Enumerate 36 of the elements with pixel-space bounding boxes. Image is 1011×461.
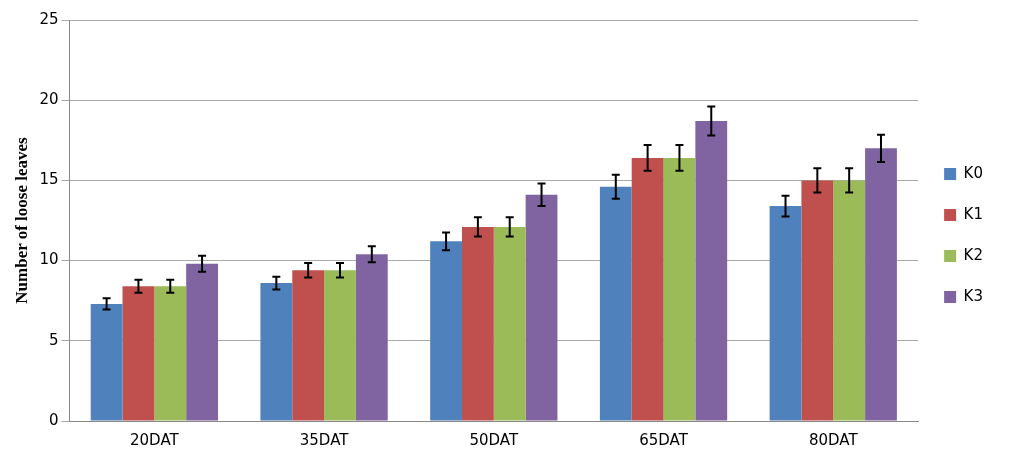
bar xyxy=(695,121,728,421)
bar xyxy=(292,270,325,421)
legend-label: K0 xyxy=(963,163,984,182)
bar xyxy=(90,303,123,421)
bar xyxy=(154,286,187,421)
legend-label: K1 xyxy=(963,204,984,223)
bar xyxy=(260,283,293,421)
legend-label: K2 xyxy=(963,245,984,264)
y-tick-label: 10 xyxy=(39,250,59,269)
x-tick-label: 50DAT xyxy=(469,430,519,449)
legend-label: K3 xyxy=(963,286,984,305)
x-tick-label: 35DAT xyxy=(299,430,350,449)
bar xyxy=(631,157,664,421)
y-tick-label: 0 xyxy=(48,410,59,429)
bar xyxy=(324,270,356,421)
bar xyxy=(355,254,388,421)
x-tick-label: 65DAT xyxy=(639,430,689,449)
y-tick-label: 25 xyxy=(39,9,59,28)
bar xyxy=(122,286,155,421)
y-tick-label: 5 xyxy=(48,330,59,349)
bar xyxy=(833,180,866,421)
bar xyxy=(599,186,632,421)
bar xyxy=(769,206,802,421)
bar xyxy=(493,226,526,421)
bar xyxy=(461,226,494,421)
y-tick-label: 15 xyxy=(39,170,59,189)
bar xyxy=(865,148,897,421)
x-tick-label: 20DAT xyxy=(130,430,180,449)
bar xyxy=(663,157,696,421)
bar xyxy=(186,263,218,421)
y-tick-label: 20 xyxy=(39,90,59,109)
bar xyxy=(430,241,462,421)
bar xyxy=(801,180,834,421)
bar xyxy=(525,194,558,421)
y-axis-title: Number of loose leaves xyxy=(11,136,31,304)
x-tick-label: 80DAT xyxy=(808,430,859,449)
